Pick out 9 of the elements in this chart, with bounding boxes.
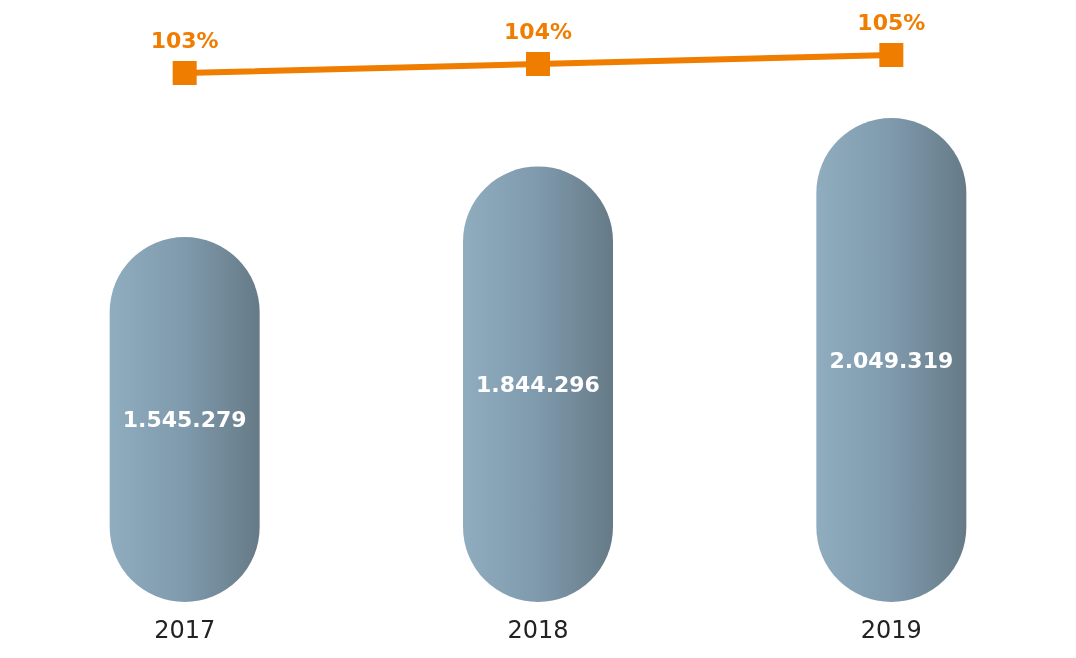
data-label: 1.545.279 (122, 407, 247, 433)
x-tick-label: 2017 (154, 616, 216, 644)
x-tick-label: 2018 (507, 616, 569, 644)
data-label: 104% (504, 18, 572, 44)
x-tick-label: 2019 (860, 616, 922, 644)
data-label: 2.049.319 (829, 347, 954, 373)
data-label: 103% (150, 27, 219, 53)
data-label: 105% (857, 9, 926, 35)
data-label: 1.844.296 (476, 371, 600, 397)
